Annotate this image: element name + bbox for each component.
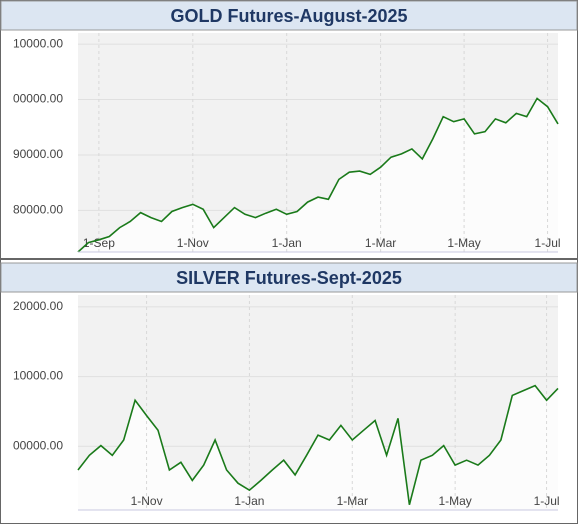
x-tick-label: 1-Jul xyxy=(535,236,561,250)
x-tick-label: 1-Nov xyxy=(177,236,209,250)
x-tick-label: 1-Nov xyxy=(131,494,163,508)
y-tick-label: 90000.00 xyxy=(13,147,63,161)
chart-title: GOLD Futures-August-2025 xyxy=(170,6,407,26)
y-tick-label: 80000.00 xyxy=(13,203,63,217)
x-tick-label: 1-Jul xyxy=(534,494,560,508)
y-tick-label: 00000.00 xyxy=(13,438,63,452)
price-line xyxy=(77,384,559,505)
y-tick-label: 00000.00 xyxy=(13,92,63,106)
x-tick-label: 1-May xyxy=(447,236,480,250)
x-tick-label: 1-Mar xyxy=(337,494,368,508)
y-tick-label: 10000.00 xyxy=(13,36,63,50)
title-bar xyxy=(0,0,578,31)
area-fill xyxy=(78,98,558,253)
chart-title: SILVER Futures-Sept-2025 xyxy=(176,268,402,288)
price-line xyxy=(77,97,559,253)
x-tick-label: 1-Jan xyxy=(272,236,302,250)
x-tick-label: 1-Sep xyxy=(83,236,115,250)
y-tick-label: 20000.00 xyxy=(13,299,63,313)
title-bar xyxy=(0,262,578,293)
x-tick-label: 1-Mar xyxy=(365,236,396,250)
x-tick-label: 1-Jan xyxy=(234,494,264,508)
y-tick-label: 10000.00 xyxy=(13,369,63,383)
area-fill xyxy=(78,385,558,510)
x-tick-label: 1-May xyxy=(438,494,471,508)
